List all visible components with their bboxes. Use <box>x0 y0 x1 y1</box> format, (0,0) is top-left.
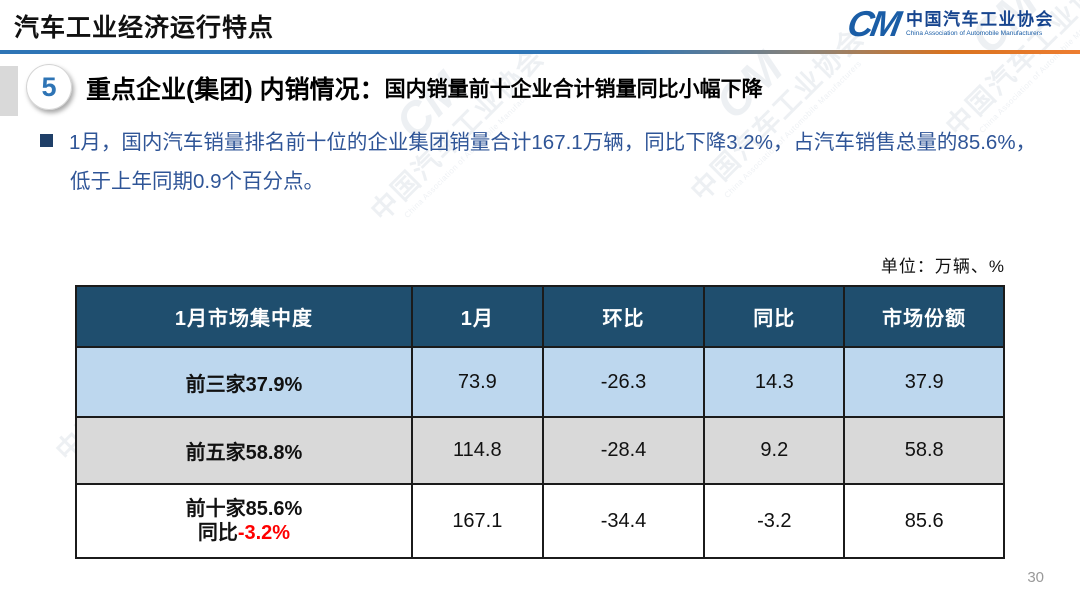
org-name-cn: 中国汽车工业协会 <box>906 9 1054 29</box>
page-number: 30 <box>1027 569 1044 586</box>
cell-value: 114.8 <box>410 416 544 485</box>
unit-label: 单位：万辆、% <box>880 257 1005 276</box>
org-name-en: China Association of Automobile Manufact… <box>906 30 1043 38</box>
table-row-top3: 前三家37.9% 73.9 -26.3 14.3 37.9 <box>75 346 1005 418</box>
section-heading: 重点企业(集团) 内销情况： <box>86 76 385 104</box>
cell-value: 73.9 <box>410 346 544 418</box>
summary-paragraph: 1月，国内汽车销量排名前十位的企业集团销量合计167.1万辆，同比下降3.2%，… <box>40 124 1042 202</box>
cell-value: -3.2 <box>703 483 846 559</box>
header-cell-yoy: 同比 <box>703 285 846 348</box>
market-concentration-table: 1月市场集中度 1月 环比 同比 市场份额 前三家37.9% 73.9 -26.… <box>75 285 1005 559</box>
cell-value: 37.9 <box>843 346 1005 418</box>
table-row-top10: 前十家85.6% 同比-3.2% 167.1 -34.4 -3.2 85.6 <box>75 483 1005 559</box>
yoy-negative-value: -3.2% <box>237 522 291 544</box>
header-cell-share: 市场份额 <box>843 285 1005 348</box>
cell-value: 58.8 <box>843 416 1005 485</box>
header-cell-january: 1月 <box>410 285 544 348</box>
row-label-line1: 前十家85.6% <box>185 498 303 520</box>
row-label: 前五家58.8% <box>75 416 413 485</box>
cell-value: 14.3 <box>703 346 846 418</box>
header-cell-mom: 环比 <box>541 285 706 348</box>
decorative-gray-tab <box>0 66 18 116</box>
row-label: 前三家37.9% <box>75 346 413 418</box>
page-title: 汽车工业经济运行特点 <box>14 14 275 42</box>
summary-text: 1月，国内汽车销量排名前十位的企业集团销量合计167.1万辆，同比下降3.2%，… <box>69 131 1037 193</box>
cell-value: -34.4 <box>541 483 706 559</box>
bullet-square-icon <box>40 134 53 147</box>
yoy-note-prefix: 同比 <box>197 522 238 544</box>
row-label-line2: 同比-3.2% <box>78 521 410 545</box>
header-cell-concentration: 1月市场集中度 <box>75 285 413 348</box>
cell-value: -26.3 <box>541 346 706 418</box>
header-divider <box>0 50 1080 54</box>
caam-monogram-icon: CM <box>844 3 902 44</box>
row-label: 前十家85.6% 同比-3.2% <box>75 483 413 559</box>
cell-value: 85.6 <box>843 483 1005 559</box>
cell-value: 9.2 <box>703 416 846 485</box>
cell-value: -28.4 <box>541 416 706 485</box>
section-number-badge: 5 <box>26 64 72 110</box>
caam-logo: CM 中国汽车工业协会 China Association of Automob… <box>844 3 1054 44</box>
table-header-row: 1月市场集中度 1月 环比 同比 市场份额 <box>75 285 1005 348</box>
cell-value: 167.1 <box>410 483 544 559</box>
section-subheading: 国内销量前十企业合计销量同比小幅下降 <box>384 78 763 101</box>
table-row-top5: 前五家58.8% 114.8 -28.4 9.2 58.8 <box>75 416 1005 485</box>
section-heading-block: 5 重点企业(集团) 内销情况： 国内销量前十企业合计销量同比小幅下降 <box>0 62 1080 118</box>
caam-logo-text: 中国汽车工业协会 China Association of Automobile… <box>906 10 1054 38</box>
